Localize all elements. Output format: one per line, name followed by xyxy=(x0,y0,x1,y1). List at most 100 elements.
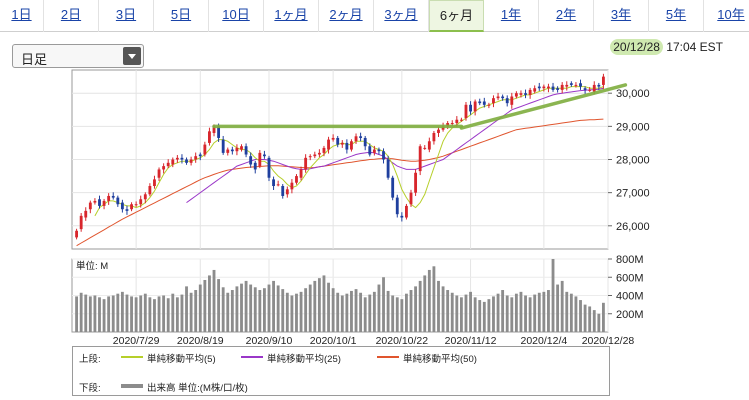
volume-bar xyxy=(93,295,97,332)
volume-bar xyxy=(336,292,340,332)
volume-bar xyxy=(166,298,170,332)
legend-label-ma25: 単純移動平均(25) xyxy=(267,354,341,365)
tab-11[interactable]: 3年 xyxy=(594,0,649,32)
interval-select[interactable]: 日足 xyxy=(12,44,144,68)
candle-body xyxy=(524,93,527,95)
candle-body xyxy=(583,88,587,90)
volume-bar xyxy=(556,284,560,332)
chevron-down-icon[interactable] xyxy=(123,47,141,65)
candle-body xyxy=(185,159,188,163)
candle-body xyxy=(249,156,253,165)
volume-bar xyxy=(116,293,120,332)
volume-bar xyxy=(579,300,582,332)
x-tick-label: 2020/10/22 xyxy=(376,335,429,346)
candle-body xyxy=(597,84,601,87)
volume-bar xyxy=(198,284,202,332)
candle-body xyxy=(395,197,399,215)
tab-1[interactable]: 2日 xyxy=(44,0,99,32)
candle-body xyxy=(285,189,289,195)
volume-bar xyxy=(84,294,88,332)
volume-bar xyxy=(240,283,243,332)
candle-body xyxy=(299,169,303,178)
candle-body xyxy=(79,215,83,230)
stock-chart: 2020/7/29 2020/8/19 2020/9/10 2020/10/1 2020… xyxy=(71,69,650,346)
tab-13[interactable]: 10年 xyxy=(704,0,749,32)
volume-bar xyxy=(304,288,308,332)
chart-legend: 上段: 単純移動平均(5) 単純移動平均(25) 単純移動平均(50) 下段: … xyxy=(72,346,610,396)
volume-bar xyxy=(272,280,275,332)
volume-bar xyxy=(340,295,344,332)
candle-body xyxy=(226,149,230,153)
volume-bar xyxy=(79,292,83,332)
volume-bar xyxy=(551,259,555,332)
legend-swatch-ma50 xyxy=(377,356,399,358)
candle-body xyxy=(102,200,106,206)
legend-swatch-ma5 xyxy=(121,356,143,358)
tab-9[interactable]: 1年 xyxy=(484,0,539,32)
volume-bar xyxy=(308,284,312,332)
volume-bar xyxy=(478,300,482,332)
volume-bar xyxy=(432,266,436,332)
candle-body xyxy=(171,159,175,165)
volume-bar xyxy=(487,299,491,332)
tab-4[interactable]: 10日 xyxy=(209,0,264,32)
volume-bar xyxy=(574,296,578,332)
candle-body xyxy=(84,210,88,218)
volume-bar xyxy=(322,275,326,332)
candle-body xyxy=(98,199,101,206)
volume-bar xyxy=(395,297,399,332)
volume-bar xyxy=(469,291,472,332)
volume-bar xyxy=(450,292,454,332)
tab-6[interactable]: 2ヶ月 xyxy=(319,0,374,32)
ma25-line xyxy=(186,87,604,204)
tab-2[interactable]: 3日 xyxy=(99,0,154,32)
volume-bar xyxy=(409,290,413,332)
legend-lower-tier-label: 下段: xyxy=(79,383,101,394)
tab-7[interactable]: 3ヶ月 xyxy=(374,0,429,32)
candle-body xyxy=(377,149,381,152)
candle-body xyxy=(221,139,225,153)
tab-12[interactable]: 5年 xyxy=(649,0,704,32)
volume-bar xyxy=(120,291,124,332)
volume-bar xyxy=(281,289,285,332)
candle-body xyxy=(107,195,111,201)
candle-body xyxy=(240,146,243,150)
legend-swatch-volume xyxy=(121,384,143,388)
candle-body xyxy=(405,205,408,218)
volume-bar xyxy=(501,290,505,332)
volume-bar xyxy=(400,299,404,332)
volume-bar xyxy=(102,299,106,332)
candle-body xyxy=(409,192,413,205)
candle-body xyxy=(166,162,170,167)
tab-0[interactable]: 1日 xyxy=(0,0,44,32)
candle-body xyxy=(519,93,523,95)
volume-bar xyxy=(194,290,198,332)
volume-tick-label: 400M xyxy=(616,291,644,303)
volume-bar xyxy=(345,293,349,332)
candle-body xyxy=(116,197,120,205)
candle-body xyxy=(230,149,234,152)
candle-body xyxy=(253,162,257,170)
volume-bar xyxy=(162,295,166,332)
timestamp-date: 20/12/28 xyxy=(610,39,663,55)
volume-bar xyxy=(331,288,335,332)
candle-body xyxy=(354,136,358,142)
candle-body xyxy=(450,123,454,125)
volume-bar xyxy=(418,280,422,332)
x-tick-label: 2020/7/29 xyxy=(113,335,160,346)
candle-body xyxy=(510,96,514,105)
annotation-trend-line xyxy=(459,83,628,130)
volume-bar xyxy=(372,291,376,332)
candle-body xyxy=(556,88,560,90)
tab-8[interactable]: 6ヶ月 xyxy=(429,0,484,32)
volume-bar xyxy=(533,294,537,332)
candle-body xyxy=(565,84,569,87)
tab-5[interactable]: 1ヶ月 xyxy=(264,0,319,32)
tab-10[interactable]: 2年 xyxy=(539,0,594,32)
volume-bar xyxy=(496,293,500,332)
legend-label-ma5: 単純移動平均(5) xyxy=(147,354,216,365)
candle-body xyxy=(496,96,500,99)
volume-bar xyxy=(455,295,459,332)
tab-3[interactable]: 5日 xyxy=(154,0,209,32)
candle-body xyxy=(235,147,239,152)
